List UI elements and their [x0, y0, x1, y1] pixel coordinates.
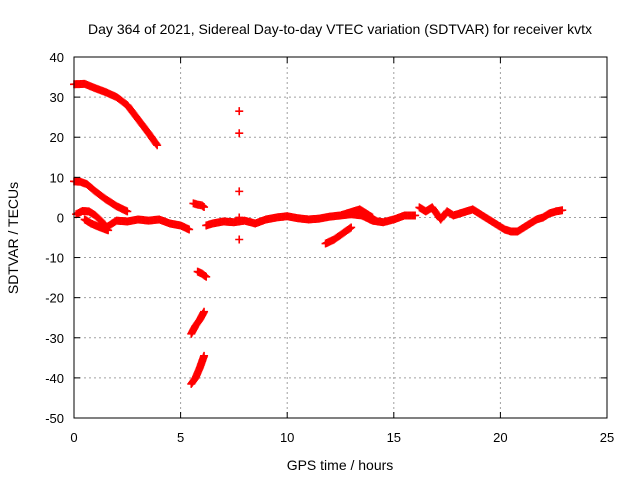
data-point: [200, 351, 209, 360]
series-dip: [193, 267, 211, 281]
data-point: [345, 224, 354, 233]
data-points: [70, 79, 567, 388]
y-tick-label: 0: [57, 210, 64, 225]
series-steep-a: [187, 307, 209, 338]
y-tick-label: 20: [50, 130, 64, 145]
data-point: [200, 307, 209, 316]
x-axis-label: GPS time / hours: [287, 457, 394, 473]
data-point: [202, 272, 211, 281]
series-steep-b: [187, 351, 209, 388]
y-tick-label: -10: [45, 251, 64, 266]
series-near-zero-c: [202, 210, 420, 230]
data-point: [200, 203, 209, 212]
y-tick-label: 30: [50, 90, 64, 105]
y-tick-label: -20: [45, 291, 64, 306]
chart-title: Day 364 of 2021, Sidereal Day-to-day VTE…: [88, 21, 592, 37]
data-point: [235, 213, 244, 222]
data-point: [235, 107, 244, 116]
data-point: [235, 129, 244, 138]
data-point: [235, 187, 244, 196]
y-tick-label: -50: [45, 411, 64, 426]
x-tick-label: 0: [70, 430, 77, 445]
series-spike: [235, 107, 244, 244]
data-point: [153, 141, 162, 150]
data-point: [368, 213, 377, 222]
series-near-zero-d: [336, 205, 377, 222]
data-point: [411, 211, 420, 220]
data-point: [558, 206, 567, 215]
data-point: [201, 272, 210, 281]
series-near-zero-b: [80, 215, 113, 235]
axis-ticks: 0 5 10 15 20 25 -50 -40 -30 -20 -10 0 10 20 30 40: [45, 50, 614, 445]
x-tick-label: 5: [177, 430, 184, 445]
data-point: [198, 202, 207, 211]
data-point: [152, 140, 161, 149]
x-tick-label: 15: [387, 430, 401, 445]
x-tick-label: 10: [280, 430, 294, 445]
data-point: [185, 225, 194, 234]
data-point: [104, 226, 113, 235]
y-tick-label: -30: [45, 331, 64, 346]
series-down-up: [321, 223, 356, 248]
y-axis-label: SDTVAR / TECUs: [5, 182, 21, 294]
series-arc-high-33: [70, 79, 162, 150]
y-tick-label: 10: [50, 170, 64, 185]
y-tick-label: 40: [50, 50, 64, 65]
data-point: [123, 207, 132, 216]
x-tick-label: 25: [600, 430, 614, 445]
series-near-zero-a: [72, 207, 194, 234]
x-tick-label: 20: [493, 430, 507, 445]
data-point: [235, 235, 244, 244]
plot-frame: [73, 56, 608, 419]
y-tick-label: -40: [45, 371, 64, 386]
series-short-3: [189, 199, 209, 212]
series-late-cluster: [415, 203, 567, 236]
series-arc-high-9: [70, 177, 132, 216]
data-point: [347, 223, 356, 232]
